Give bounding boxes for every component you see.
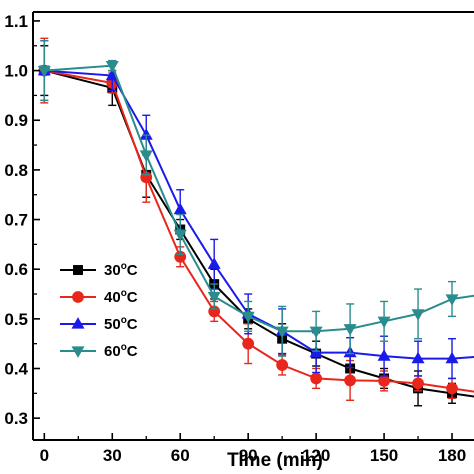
legend-marker [71,317,85,329]
x-axis-title: Time (min) [227,450,323,471]
data-point [139,128,153,140]
y-tick-label: 1.0 [4,62,28,81]
legend-marker [73,265,83,275]
data-point [207,257,221,269]
data-point [377,316,391,329]
x-tick-label: 0 [40,446,49,465]
y-tick-label: 0.7 [4,211,28,230]
data-point [309,326,323,339]
y-tick-label: 0.9 [4,111,28,130]
data-point [343,324,357,336]
legend-label: 60oC [104,342,138,360]
y-tick-label: 0.3 [4,409,28,428]
plot-area [37,37,474,407]
data-point [173,202,187,215]
data-point [241,311,255,324]
x-tick-label: 30 [103,446,122,465]
data-point [139,150,153,162]
axes: 0 30 60 90 120 150 180 0.3 0.4 0.5 0.6 0.7 0.8 0.9 1.0… [4,11,474,465]
data-point [37,65,51,78]
data-point [207,291,221,304]
y-tick-label: 0.4 [4,360,28,379]
data-point [445,294,459,306]
data-point [377,349,391,361]
data-point [275,326,289,339]
x-tick-label: 60 [171,446,190,465]
data-point [412,377,424,390]
data-point [105,68,119,81]
legend-marker [72,291,84,303]
legend-item-40C: 40oC [60,288,138,306]
legend-item-60C: 60oC [60,342,138,360]
legend-marker [71,346,85,358]
legend-label: 40oC [104,288,138,306]
legend-label: 30oC [104,261,138,279]
series-60C [37,40,474,357]
y-tick-label: 0.8 [4,161,28,180]
x-tick-label: 120 [302,446,330,465]
x-tick-label: 150 [370,446,398,465]
data-point [411,309,425,321]
legend-item-30C: 30oC [60,261,138,279]
x-tick-label: 90 [239,446,258,465]
data-point [276,359,289,371]
legend: 30oC 40oC 50oC 60oC [60,261,138,360]
legend-label: 50oC [104,315,138,333]
data-point [446,382,458,395]
data-point [344,374,356,387]
x-tick-label: 180 [438,446,466,465]
data-point [310,372,323,385]
data-point [411,351,425,364]
legend-item-50C: 50oC [60,315,138,333]
data-point [445,351,459,364]
data-point [173,229,187,242]
data-point [378,375,390,387]
y-tick-label: 0.5 [4,310,28,329]
y-tick-label: 0.6 [4,260,28,279]
y-tick-label: 1.1 [4,12,28,31]
data-point [105,60,119,73]
data-point [242,337,255,350]
